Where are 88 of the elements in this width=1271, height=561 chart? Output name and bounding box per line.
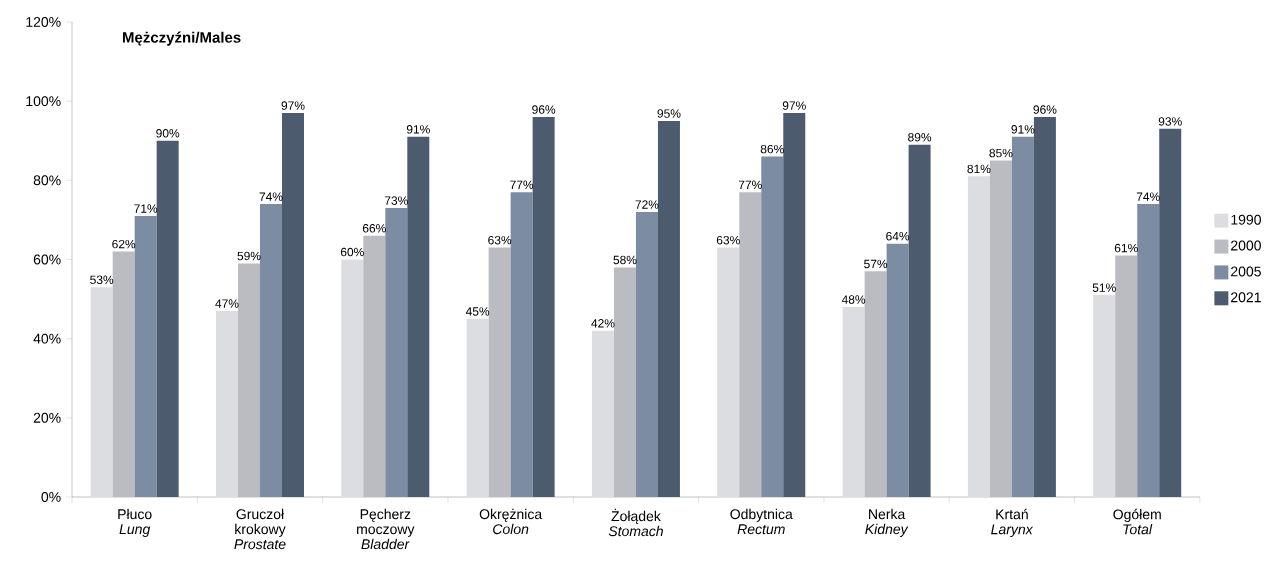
- data-label: 58%: [613, 255, 637, 265]
- bar: [717, 247, 740, 497]
- bar: [341, 259, 364, 497]
- data-label: 95%: [657, 109, 681, 118]
- bar: [591, 330, 614, 497]
- data-label: 85%: [989, 148, 1013, 158]
- bar: [886, 243, 909, 497]
- x-tick-label: Gruczoł krokowy Prostate: [234, 508, 286, 550]
- x-tick-label: Pęcherz moczowy Bladder: [357, 508, 415, 550]
- bar: [407, 136, 430, 497]
- y-tick-label: 60%: [33, 254, 61, 265]
- bar: [510, 192, 533, 497]
- data-label: 81%: [967, 164, 991, 174]
- data-label: 42%: [591, 319, 615, 328]
- bar: [635, 211, 658, 497]
- data-label: 45%: [465, 307, 490, 316]
- bar: [657, 120, 680, 497]
- legend-label: 2005: [1231, 266, 1261, 277]
- bar: [134, 215, 157, 497]
- data-label: 53%: [90, 275, 114, 284]
- data-label: 47%: [215, 299, 239, 308]
- bar: [967, 176, 990, 497]
- bar: [281, 113, 304, 497]
- bar: [363, 235, 386, 497]
- bar: [739, 192, 762, 497]
- data-label: 63%: [716, 235, 740, 245]
- legend-label: 2000: [1231, 240, 1261, 251]
- bar: [532, 116, 555, 497]
- bar: [783, 113, 806, 497]
- bar: [156, 140, 179, 497]
- data-label: 73%: [384, 196, 408, 205]
- bar: [1011, 136, 1034, 497]
- data-label: 48%: [841, 295, 866, 304]
- bar: [90, 287, 113, 497]
- y-tick-label: 120%: [26, 17, 61, 27]
- bar: [908, 144, 931, 497]
- x-tick-label: Okrężnica Colon: [479, 508, 543, 535]
- bar: [1115, 255, 1138, 497]
- data-label: 61%: [1114, 243, 1138, 253]
- x-tick-label: Odbytnica Rectum: [730, 508, 793, 535]
- data-label: 59%: [237, 251, 261, 261]
- bar: [112, 251, 135, 497]
- data-label: 64%: [886, 231, 910, 241]
- data-label: 97%: [782, 101, 806, 110]
- bar: [1159, 128, 1182, 497]
- data-label: 63%: [488, 235, 512, 245]
- data-label: 60%: [340, 247, 364, 257]
- data-label: 93%: [1158, 117, 1182, 126]
- bar: [1033, 116, 1056, 497]
- bar: [842, 306, 865, 497]
- data-label: 96%: [532, 105, 556, 114]
- data-label: 90%: [156, 129, 180, 138]
- x-tick-label: Nerka Kidney: [865, 508, 909, 537]
- data-label: 66%: [362, 224, 386, 233]
- y-tick-label: 80%: [33, 175, 61, 186]
- text: Mężczyźni/Males: [122, 31, 241, 46]
- data-label: 62%: [112, 239, 136, 249]
- bar: [259, 204, 282, 497]
- bar: [237, 263, 260, 497]
- data-label: 51%: [1092, 283, 1116, 292]
- bar: [989, 160, 1012, 497]
- data-label: 77%: [738, 180, 762, 189]
- bar: [1093, 295, 1116, 497]
- data-label: 91%: [406, 125, 430, 134]
- x-tick-label: Płuco Lung: [118, 508, 152, 537]
- bar: [215, 310, 238, 497]
- legend-label: 1990: [1231, 214, 1261, 225]
- y-tick-label: 40%: [33, 333, 61, 344]
- data-label: 89%: [908, 133, 932, 142]
- x-tick-label: Ogółem Total: [1113, 508, 1161, 535]
- bar: [466, 318, 489, 497]
- bar: [864, 271, 887, 497]
- y-tick-label: 0%: [41, 492, 61, 502]
- data-label: 74%: [1136, 192, 1160, 201]
- bar: [761, 156, 784, 497]
- y-tick-label: 20%: [33, 412, 61, 423]
- data-label: 97%: [281, 101, 305, 110]
- data-label: 96%: [1033, 105, 1057, 114]
- bar: [613, 267, 636, 497]
- bar: [488, 247, 511, 497]
- data-label: 57%: [864, 259, 888, 269]
- bar: [385, 208, 408, 497]
- legend-label: 2021: [1231, 292, 1261, 303]
- x-tick-label: Krtań Larynx: [991, 508, 1034, 538]
- bar: [1137, 204, 1160, 497]
- data-label: 86%: [760, 144, 784, 154]
- x-tick-label: Żołądek Stomach: [608, 508, 663, 537]
- y-tick-label: 100%: [26, 96, 61, 107]
